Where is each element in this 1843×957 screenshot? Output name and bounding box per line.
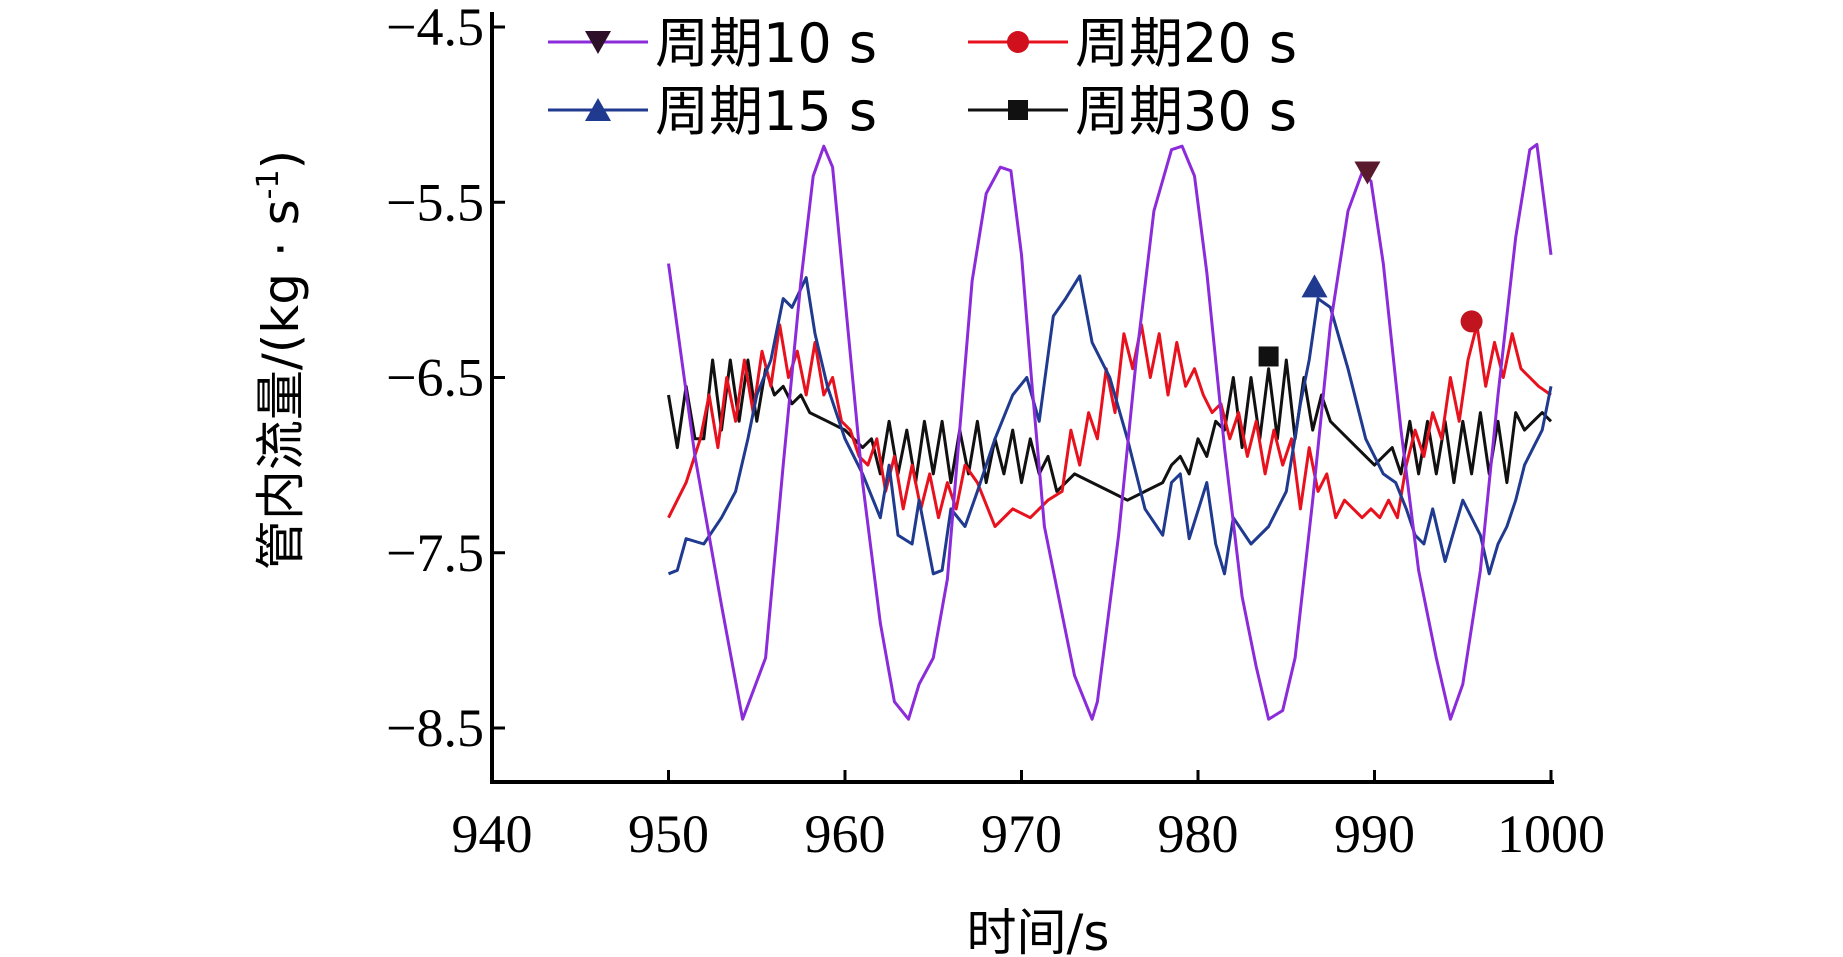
legend-label: 周期15 s bbox=[655, 80, 877, 143]
legend-item-15s: 周期15 s bbox=[548, 80, 877, 143]
legend: 周期10 s 周期15 s 周期20 s 周期30 s bbox=[548, 12, 1297, 143]
markers bbox=[1258, 161, 1483, 367]
y-tick-label: −4.5 bbox=[386, 0, 484, 57]
series-line-1 bbox=[667, 274, 1553, 576]
y-tick-label: −8.5 bbox=[386, 698, 484, 758]
y-tick-label: −7.5 bbox=[386, 523, 484, 583]
y-tick-label: −6.5 bbox=[386, 348, 484, 408]
x-tick-label: 940 bbox=[452, 804, 533, 864]
series-layer bbox=[667, 142, 1553, 721]
y-axis-title: 管内流量/(kg · s-1) bbox=[251, 150, 310, 570]
x-tick-label: 970 bbox=[981, 804, 1062, 864]
y-axis-title-sup: -1 bbox=[251, 169, 286, 199]
series-marker-3 bbox=[1258, 346, 1279, 367]
legend-label: 周期10 s bbox=[655, 12, 877, 75]
legend-item-10s: 周期10 s bbox=[548, 12, 877, 75]
y-tick-label: −5.5 bbox=[386, 172, 484, 232]
series-line-0 bbox=[667, 142, 1553, 721]
series-line-3 bbox=[667, 358, 1553, 502]
x-tick-label: 960 bbox=[805, 804, 886, 864]
triangle-up-icon bbox=[585, 98, 611, 121]
series-line-2 bbox=[667, 323, 1552, 528]
ticks: 940 950 960 970 980 990 1000 −4.5 −5.5 −6.5 −7.5 −8… bbox=[386, 0, 1605, 864]
circle-icon bbox=[1007, 31, 1029, 53]
legend-item-30s: 周期30 s bbox=[968, 80, 1297, 143]
x-tick-label: 950 bbox=[628, 804, 709, 864]
x-tick-label: 1000 bbox=[1497, 804, 1605, 864]
axes bbox=[490, 12, 1554, 784]
legend-item-20s: 周期20 s bbox=[968, 12, 1297, 75]
x-tick-label: 990 bbox=[1334, 804, 1415, 864]
x-tick-label: 980 bbox=[1158, 804, 1239, 864]
triangle-down-icon bbox=[585, 31, 611, 54]
y-axis-title-main: 管内流量/(kg · s bbox=[252, 199, 310, 570]
square-icon bbox=[1008, 100, 1028, 120]
series-marker-1 bbox=[1301, 274, 1328, 298]
legend-label: 周期30 s bbox=[1075, 80, 1297, 143]
series-marker-0 bbox=[1354, 161, 1381, 185]
series-marker-2 bbox=[1460, 310, 1483, 333]
legend-label: 周期20 s bbox=[1075, 12, 1297, 75]
x-axis-title: 时间/s bbox=[967, 904, 1110, 957]
y-axis-title-close: ) bbox=[252, 150, 310, 170]
